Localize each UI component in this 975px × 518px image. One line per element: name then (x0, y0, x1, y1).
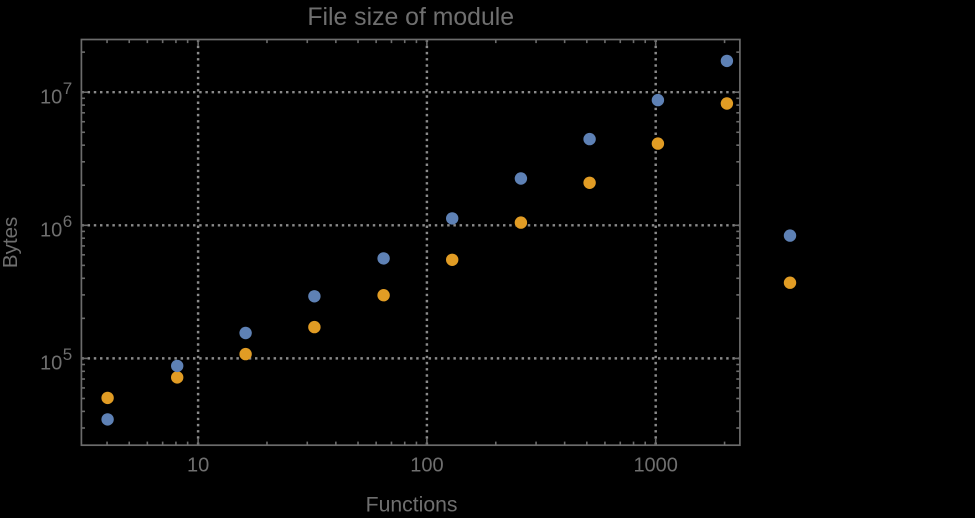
svg-text:6: 6 (63, 212, 72, 231)
svg-text:100: 100 (410, 455, 443, 477)
svg-text:7: 7 (63, 79, 72, 98)
svg-text:10: 10 (40, 353, 62, 375)
svg-text:1000: 1000 (633, 455, 678, 477)
svg-text:Functions: Functions (366, 493, 458, 513)
svg-text:10: 10 (40, 219, 62, 241)
svg-text:5: 5 (63, 345, 72, 364)
svg-text:10: 10 (187, 455, 209, 477)
svg-text:10: 10 (40, 86, 62, 108)
svg-text:Bytes: Bytes (0, 217, 22, 269)
svg-text:File size of module: File size of module (307, 4, 514, 31)
